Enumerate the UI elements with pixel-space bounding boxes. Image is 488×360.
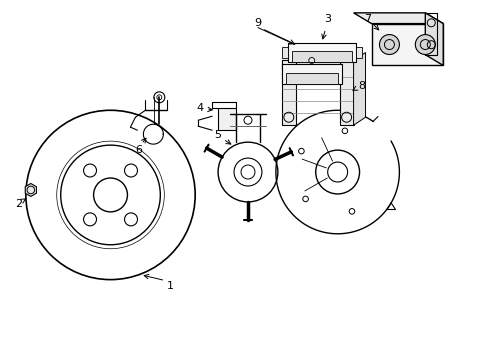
Polygon shape <box>25 184 37 197</box>
Text: 9: 9 <box>254 18 261 28</box>
Text: 7: 7 <box>363 14 370 24</box>
Text: 5: 5 <box>214 130 221 140</box>
Circle shape <box>379 35 399 54</box>
Text: 4: 4 <box>196 103 203 113</box>
Text: 1: 1 <box>166 280 173 291</box>
Polygon shape <box>291 51 351 62</box>
Polygon shape <box>285 73 337 84</box>
Polygon shape <box>371 24 442 66</box>
Polygon shape <box>281 64 341 84</box>
Text: 2: 2 <box>15 199 22 209</box>
Polygon shape <box>281 46 287 58</box>
Text: 3: 3 <box>324 14 330 24</box>
Polygon shape <box>287 42 355 62</box>
Polygon shape <box>425 13 442 66</box>
Polygon shape <box>353 13 442 24</box>
Polygon shape <box>218 108 236 130</box>
Text: 6: 6 <box>135 145 142 155</box>
Circle shape <box>414 35 434 54</box>
Polygon shape <box>281 60 353 71</box>
Polygon shape <box>355 46 361 58</box>
Polygon shape <box>339 60 353 125</box>
Polygon shape <box>353 53 365 125</box>
Text: 8: 8 <box>357 81 365 91</box>
Polygon shape <box>281 60 295 125</box>
